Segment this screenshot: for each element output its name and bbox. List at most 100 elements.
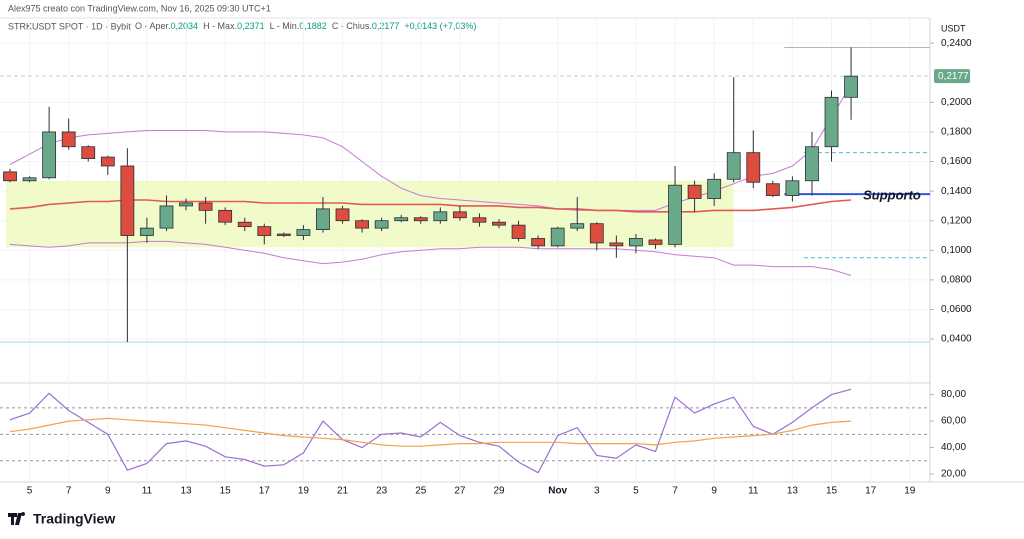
legend-label: C - Chius. <box>332 21 372 31</box>
legend-change: +0,0143 (+7,03%) <box>404 21 476 31</box>
x-tick-label: 3 <box>594 486 600 497</box>
y-tick-label: 60,00 <box>941 416 966 427</box>
x-tick-label: 17 <box>865 486 877 497</box>
candle-body <box>648 239 663 245</box>
x-tick-label: 13 <box>787 486 799 497</box>
legend-value: 0,2371 <box>237 21 265 31</box>
candle-body <box>511 224 526 239</box>
candle-body <box>61 131 76 148</box>
candle-body <box>100 156 115 167</box>
logo-icon <box>8 512 26 525</box>
candle-body <box>394 217 409 222</box>
x-tick-label: 15 <box>220 486 232 497</box>
annotation: Supporto <box>863 188 921 203</box>
legend-label: L - Min. <box>270 21 300 31</box>
x-tick-label: 15 <box>826 486 838 497</box>
candle-body <box>81 146 96 159</box>
x-tick-label: 7 <box>66 486 72 497</box>
axis-unit: USDT <box>941 23 966 33</box>
y-tick-label: 0,2400 <box>941 38 972 49</box>
candle-body <box>492 221 506 226</box>
candle-body <box>159 205 174 229</box>
candle-body <box>765 183 780 196</box>
y-tick-label: 0,1400 <box>941 186 972 197</box>
candle-body <box>629 238 643 247</box>
y-tick-label: 0,2000 <box>941 97 972 108</box>
x-tick-label: 23 <box>376 486 388 497</box>
candle-body <box>120 165 135 236</box>
candle-body <box>433 211 448 222</box>
candle-body <box>589 223 604 244</box>
candle-body <box>805 146 819 182</box>
candle-body <box>785 180 800 196</box>
x-tick-label: 29 <box>493 486 505 497</box>
candle-body <box>218 209 233 223</box>
candle-body <box>316 208 330 230</box>
last-price-label: 0,2177 <box>938 71 969 82</box>
candle-body <box>824 96 839 148</box>
y-tick-label: 40,00 <box>941 442 966 453</box>
candle-body <box>726 152 741 180</box>
y-tick-label: 0,1200 <box>941 215 972 226</box>
candle-body <box>668 184 682 245</box>
indicator-line <box>9 240 852 276</box>
y-tick-label: 0,1000 <box>941 245 972 256</box>
x-tick-label: 17 <box>259 486 271 497</box>
candle-body <box>42 131 57 179</box>
candle-body <box>844 75 858 98</box>
indicator-line <box>9 199 852 213</box>
credit: Alex975 creato con TradingView.com, Nov … <box>8 3 271 13</box>
candle-body <box>374 220 389 229</box>
x-tick-label: Nov <box>548 486 567 497</box>
zone <box>6 180 734 248</box>
candle-body <box>276 233 291 236</box>
candle-body <box>257 226 272 236</box>
legend-value: 0,1882 <box>299 21 327 31</box>
candle-body <box>472 217 487 223</box>
legend-label: H - Max. <box>203 21 237 31</box>
candle-body <box>609 242 624 247</box>
x-tick-label: 19 <box>298 486 310 497</box>
candle-body <box>570 223 585 229</box>
candle-body <box>179 202 193 207</box>
y-tick-label: 0,0400 <box>941 334 972 345</box>
candle-body <box>237 221 252 228</box>
candle-body <box>413 217 428 222</box>
candle-body <box>296 229 311 236</box>
logo-text: TradingView <box>33 511 115 527</box>
candle-body <box>550 227 565 247</box>
x-tick-label: 9 <box>711 486 717 497</box>
candle-body <box>687 184 702 199</box>
ohlc-legend: O - Aper.0,2034 H - Max.0,2371 L - Min.0,1… <box>135 21 476 31</box>
candle-body <box>140 227 154 236</box>
x-tick-label: 9 <box>105 486 111 497</box>
x-tick-label: 21 <box>337 486 349 497</box>
y-tick-label: 0,0800 <box>941 275 972 286</box>
x-tick-label: 25 <box>415 486 427 497</box>
x-tick-label: 5 <box>633 486 639 497</box>
symbol: STRKUSDT SPOT · 1D · Bybit <box>8 21 131 31</box>
candle-body <box>452 211 467 219</box>
y-tick-label: 0,1800 <box>941 127 972 138</box>
x-tick-label: 19 <box>904 486 916 497</box>
legend-value: 0,2177 <box>372 21 400 31</box>
candle-body <box>22 177 37 182</box>
candle-body <box>531 238 546 247</box>
candle-body <box>707 178 722 199</box>
y-tick-label: 80,00 <box>941 389 966 400</box>
candle-body <box>3 171 17 182</box>
candle-body <box>198 202 213 211</box>
x-tick-label: 5 <box>27 486 33 497</box>
rsi-line <box>9 388 852 474</box>
legend-label: O - Aper. <box>135 21 171 31</box>
last-price-tag <box>934 69 970 84</box>
x-tick-label: 7 <box>672 486 678 497</box>
x-tick-label: 11 <box>142 486 153 497</box>
y-tick-label: 20,00 <box>941 469 966 480</box>
y-tick-label: 0,1600 <box>941 156 972 167</box>
rsi-line <box>9 417 852 447</box>
logo: TradingView <box>8 511 115 527</box>
candle-body <box>746 152 761 183</box>
x-tick-label: 13 <box>180 486 192 497</box>
